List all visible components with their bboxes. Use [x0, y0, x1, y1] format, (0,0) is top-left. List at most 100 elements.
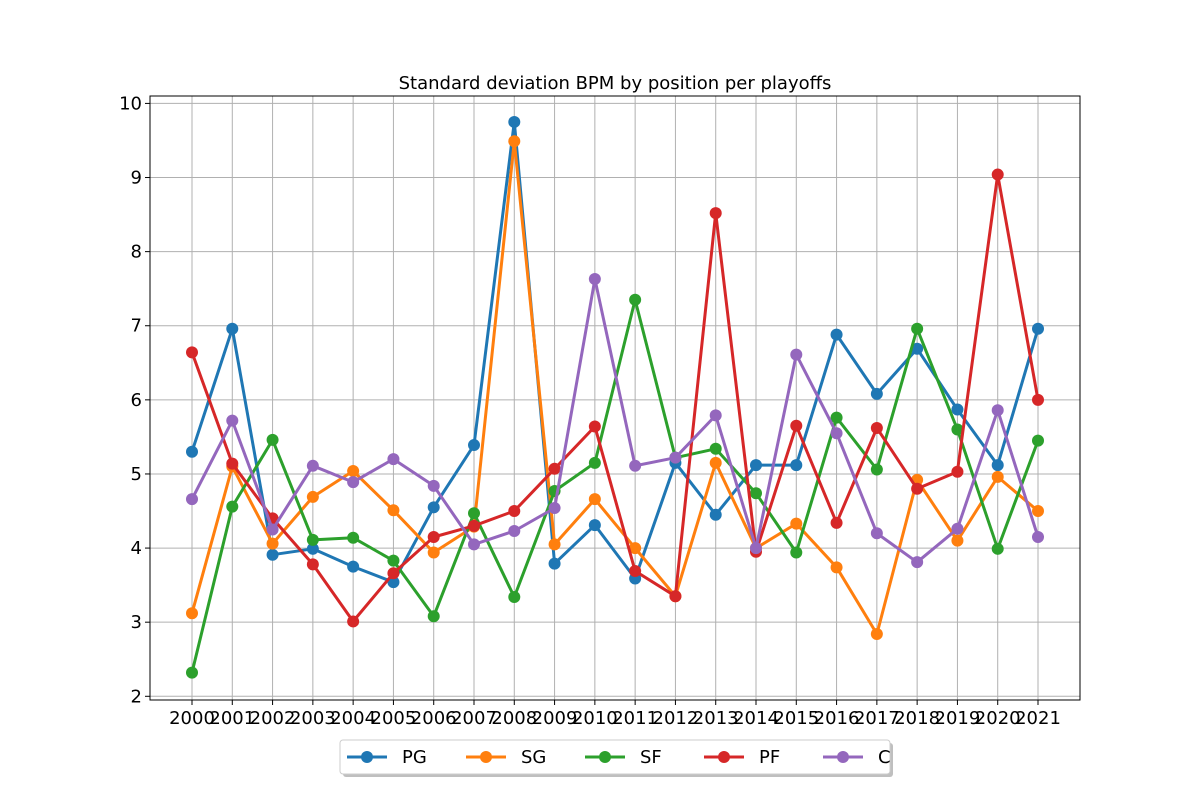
data-point-sg: [427, 546, 440, 559]
y-tick-label: 3: [131, 612, 142, 633]
data-point-sf: [830, 411, 843, 424]
data-point-pf: [951, 465, 964, 478]
legend-marker-pg: [361, 751, 373, 763]
data-point-sf: [870, 463, 883, 476]
legend-marker-pf: [718, 751, 730, 763]
data-point-c: [468, 538, 480, 551]
data-point-sg: [870, 628, 883, 641]
x-tick-label: 2020: [975, 708, 1021, 729]
data-point-sf: [588, 456, 601, 469]
chart-title: Standard deviation BPM by position per p…: [399, 73, 832, 94]
data-point-sf: [790, 546, 803, 559]
data-point-sf: [266, 433, 279, 446]
data-point-sg: [508, 135, 521, 148]
data-point-c: [548, 502, 561, 515]
series-pg: [186, 115, 1044, 589]
data-point-c: [387, 453, 400, 466]
data-point-sf: [226, 500, 239, 513]
data-point-sg: [1032, 505, 1044, 518]
data-point-pg: [790, 459, 803, 472]
x-tick-label: 2011: [612, 708, 658, 729]
data-point-sg: [830, 561, 843, 574]
legend-marker-sf: [599, 751, 611, 763]
y-tick-label: 10: [119, 93, 142, 114]
data-point-sg: [186, 607, 198, 620]
legend-label-sf: SF: [640, 747, 662, 768]
data-point-pg: [266, 548, 279, 561]
data-point-sg: [709, 456, 722, 469]
y-tick-label: 2: [131, 686, 142, 707]
data-point-c: [911, 556, 924, 569]
x-tick-label: 2007: [451, 708, 497, 729]
data-point-sf: [508, 590, 521, 603]
data-point-c: [629, 459, 642, 472]
data-point-pf: [226, 457, 239, 470]
x-tick-label: 2006: [411, 708, 457, 729]
data-point-c: [1032, 530, 1044, 543]
data-point-sf: [991, 542, 1004, 555]
data-point-pg: [709, 508, 722, 521]
data-point-pg: [750, 459, 762, 472]
legend-marker-sg: [480, 751, 492, 763]
data-point-c: [790, 348, 803, 361]
legend-item-pf: PF: [704, 747, 780, 768]
x-tick-label: 2021: [1015, 708, 1061, 729]
data-point-c: [951, 522, 964, 535]
data-point-pg: [870, 387, 883, 400]
x-tick-label: 2004: [330, 708, 376, 729]
data-point-pf: [790, 419, 803, 432]
data-point-c: [830, 427, 843, 440]
data-point-pf: [911, 482, 924, 495]
data-point-pf: [186, 346, 198, 359]
legend-item-sg: SG: [466, 747, 546, 768]
data-point-pf: [387, 567, 400, 580]
data-point-pg: [911, 342, 924, 355]
data-point-sg: [266, 537, 279, 550]
series-pf: [186, 168, 1044, 628]
plot-frame: [149, 95, 1081, 701]
data-point-c: [306, 459, 319, 472]
y-tick-label: 7: [131, 316, 142, 337]
series-line-sf: [190, 298, 1040, 673]
data-point-pf: [669, 590, 682, 603]
data-point-sg: [347, 464, 360, 477]
data-point-sf: [427, 610, 440, 623]
data-point-pf: [468, 519, 480, 532]
data-point-sf: [629, 293, 642, 306]
data-point-sf: [709, 442, 722, 455]
data-point-sg: [629, 542, 642, 555]
legend: PG SG SF PF C: [339, 739, 893, 777]
data-point-sf: [750, 487, 762, 500]
x-tick-label: 2014: [733, 708, 779, 729]
data-point-sf: [387, 554, 400, 567]
y-tick-label: 8: [131, 242, 142, 263]
data-point-sf: [951, 423, 964, 436]
data-point-c: [508, 525, 521, 538]
data-point-c: [186, 493, 198, 506]
data-point-sg: [548, 538, 561, 551]
series-lines: [186, 115, 1044, 679]
data-point-sg: [306, 490, 319, 503]
data-point-pf: [508, 505, 521, 518]
series-line-sg: [190, 139, 1039, 636]
data-point-pg: [347, 560, 360, 573]
x-tick-label: 2005: [371, 708, 417, 729]
x-tick-label: 2019: [935, 708, 981, 729]
series-line-c: [190, 277, 1040, 564]
x-tick-label: 2010: [572, 708, 618, 729]
data-point-pg: [588, 519, 601, 532]
data-point-c: [588, 273, 601, 286]
legend-label-sg: SG: [521, 747, 546, 768]
x-tick-label: 2009: [532, 708, 578, 729]
data-point-sf: [1032, 434, 1044, 447]
legend-item-sf: SF: [585, 747, 662, 768]
x-tick-label: 2018: [894, 708, 940, 729]
grid: [150, 96, 1080, 700]
data-point-pg: [508, 115, 521, 128]
y-tick-label: 5: [131, 464, 142, 485]
x-tick-label: 2008: [491, 708, 537, 729]
data-point-pf: [548, 462, 561, 475]
data-point-pg: [306, 542, 319, 555]
data-point-sg: [790, 517, 803, 530]
